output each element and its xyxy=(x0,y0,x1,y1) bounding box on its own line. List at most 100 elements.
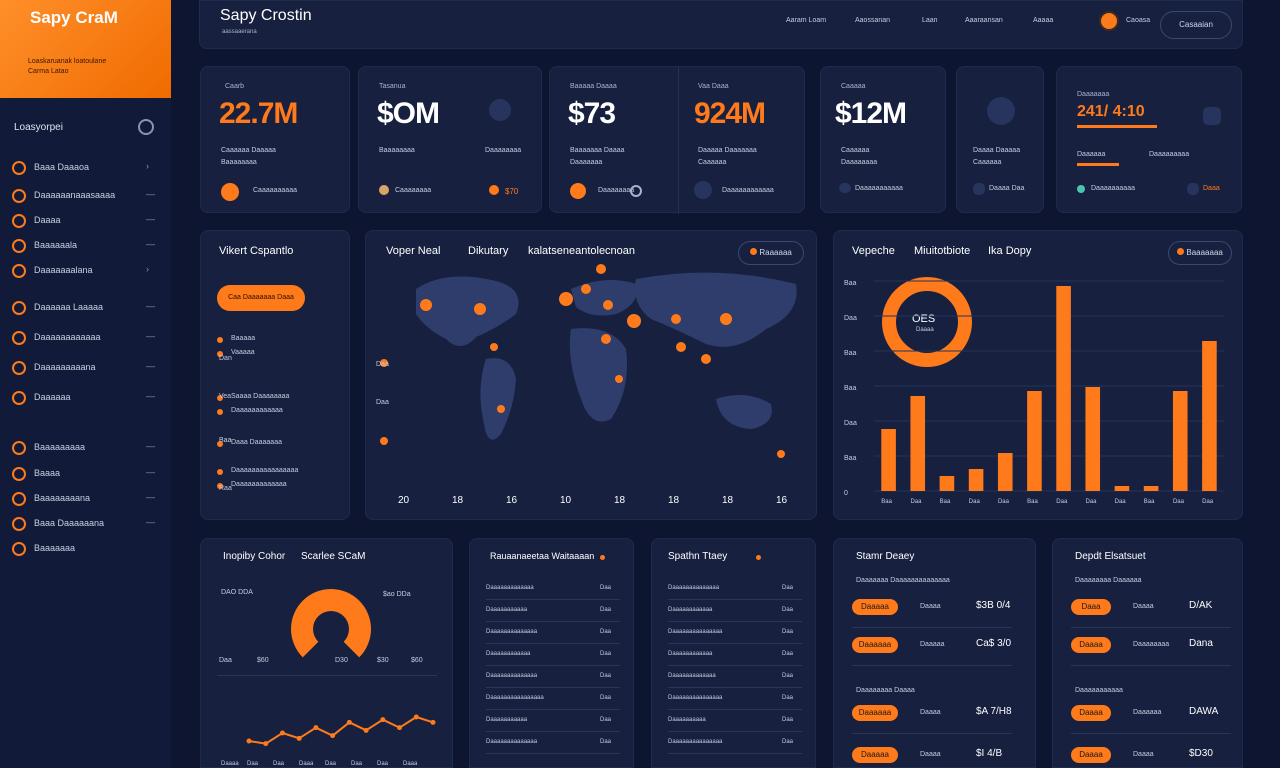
bar-chart-bar-12[interactable] xyxy=(1202,341,1217,491)
brand-logo[interactable]: Sapy CraM xyxy=(30,8,118,27)
bottom-left-line-label-4: Daaa xyxy=(299,761,314,767)
nav-item-5[interactable]: Aaaaa xyxy=(1033,17,1054,24)
sidebar-item-8[interactable]: Daaaaaaaaana — xyxy=(0,358,170,378)
list-2-row-6-label[interactable]: Daaaaaaaaaaaaaaa xyxy=(668,695,723,701)
map-filter-button[interactable]: Raaaaaa xyxy=(738,241,804,265)
bottom-left-legend-b: $ao DDa xyxy=(383,591,411,598)
sidebar-item-14[interactable]: Baaaaaaa xyxy=(0,539,170,559)
bottom-left-line-point-11[interactable] xyxy=(413,714,419,720)
bar-chart-bar-4[interactable] xyxy=(968,469,984,491)
kpi-6-line2: Caaaaaa xyxy=(973,159,1002,166)
bottom-left-line-point-3[interactable] xyxy=(279,730,285,736)
bar-chart-filter-button[interactable]: Baaaaaaa xyxy=(1168,241,1232,265)
bottom-left-panel: Inopiby Cohor Scarlee SCaM DAO DDA $ao D… xyxy=(200,538,453,768)
user-name[interactable]: Caoasa xyxy=(1126,17,1151,24)
dept-row-2-value: Dana xyxy=(1189,638,1213,649)
sidebar-item-2[interactable]: Daaaaaanaaasaaaa — xyxy=(0,186,170,206)
bar-chart-bar-3[interactable] xyxy=(939,476,955,491)
list-1-row-4-label[interactable]: Daaaaaaaaaaaa xyxy=(486,651,531,657)
bar-chart-bar-8[interactable] xyxy=(1085,387,1101,491)
bar-chart-x-label-5: Daa xyxy=(998,499,1010,505)
sidebar-item-5-icon xyxy=(12,264,26,278)
list-1-row-8-label[interactable]: Daaaaaaaaaaaaaa xyxy=(486,739,538,745)
sidebar-item-11[interactable]: Baaaa — xyxy=(0,464,170,484)
sidebar-item-6[interactable]: Daaaaaa Laaaaa — xyxy=(0,298,170,318)
sidebar-item-3[interactable]: Daaaa — xyxy=(0,211,170,231)
list-1-row-3-value: Daa xyxy=(600,629,612,635)
header-action-button[interactable]: Casaaian xyxy=(1160,11,1232,39)
list-2-row-3-label[interactable]: Daaaaaaaaaaaaaaa xyxy=(668,629,723,635)
bottom-left-line-point-1[interactable] xyxy=(246,738,252,744)
dept-row-4-pill[interactable]: Daaaa xyxy=(1071,747,1111,763)
bottom-left-line-point-5[interactable] xyxy=(313,725,319,731)
sales-row-2-pill[interactable]: Daaaaaa xyxy=(852,637,898,653)
bar-chart-bar-6[interactable] xyxy=(1027,391,1042,491)
map-filter-label: Raaaaaa xyxy=(759,248,792,257)
sales-row-3-pill[interactable]: Daaaaaa xyxy=(852,705,898,721)
list-1-row-3-label[interactable]: Daaaaaaaaaaaaaa xyxy=(486,629,538,635)
bottom-left-line-point-8[interactable] xyxy=(363,727,369,733)
sidebar-item-2-label: Daaaaaanaaasaaaa xyxy=(34,190,116,200)
bar-chart-bar-11[interactable] xyxy=(1172,391,1188,491)
bar-chart-bar-9[interactable] xyxy=(1114,486,1130,491)
list-2-row-5-label[interactable]: Daaaaaaaaaaaaa xyxy=(668,673,716,679)
bar-chart-bar-5[interactable] xyxy=(997,453,1013,491)
list-2-row-2-label[interactable]: Daaaaaaaaaaaa xyxy=(668,607,713,613)
bar-chart-bar-10[interactable] xyxy=(1143,486,1159,491)
sidebar-settings-icon[interactable] xyxy=(138,119,154,135)
bottom-left-line-point-12[interactable] xyxy=(430,719,436,725)
sidebar-item-9[interactable]: Daaaaaa — xyxy=(0,388,170,408)
list-1-row-7-label[interactable]: Daaaaaaaaaaa xyxy=(486,717,528,723)
dept-row-1-pill[interactable]: Daaa xyxy=(1071,599,1111,615)
bar-chart-bar-2[interactable] xyxy=(910,396,926,491)
bottom-left-line-point-10[interactable] xyxy=(397,725,403,731)
list-1-row-7-divider xyxy=(486,731,620,732)
sidebar-item-10[interactable]: Baaaaaaaaa — xyxy=(0,438,170,458)
sidebar-item-4[interactable]: Baaaaaala — xyxy=(0,236,170,256)
nav-item-2[interactable]: Aaossanan xyxy=(855,17,891,24)
nav-item-1[interactable]: Aaram Loam xyxy=(786,17,827,24)
list-2-row-7-label[interactable]: Daaaaaaaaaa xyxy=(668,717,706,723)
sales-row-1-pill[interactable]: Daaaaa xyxy=(852,599,898,615)
list-2-row-4-label[interactable]: Daaaaaaaaaaaa xyxy=(668,651,713,657)
bar-chart-x-label-12: Daa xyxy=(1202,499,1214,505)
sidebar-item-5[interactable]: Daaaaaaalana › xyxy=(0,261,170,281)
list-1-row-1-label[interactable]: Daaaaaaaaaaaaa xyxy=(486,585,534,591)
nav-item-4[interactable]: Aaaraansan xyxy=(965,17,1003,24)
bottom-left-line-point-2[interactable] xyxy=(263,741,269,747)
bottom-left-line-point-6[interactable] xyxy=(330,733,336,739)
dept-row-3-pill[interactable]: Daaaa xyxy=(1071,705,1111,721)
dept-row-1-divider xyxy=(1071,627,1231,628)
sidebar-item-9-chevron-icon: — xyxy=(146,391,155,401)
bar-chart-bar-7[interactable] xyxy=(1056,286,1071,491)
kpi-5-line2: Daaaaaaaa xyxy=(841,159,878,166)
bottom-left-line-point-7[interactable] xyxy=(346,719,352,725)
user-avatar[interactable] xyxy=(1099,11,1119,31)
sidebar-item-7[interactable]: Daaaaaaaaaaaa — xyxy=(0,328,170,348)
sidebar-item-8-chevron-icon: — xyxy=(146,361,155,371)
bottom-left-line-point-4[interactable] xyxy=(296,735,302,741)
list-2-row-1-label[interactable]: Daaaaaaaaaaaaaa xyxy=(668,585,720,591)
list-1-row-6-label[interactable]: Daaaaaaaaaaaaaaaa xyxy=(486,695,544,701)
dept-row-2-pill[interactable]: Daaaa xyxy=(1071,637,1111,653)
world-map[interactable] xyxy=(376,259,808,479)
sidebar-item-7-label: Daaaaaaaaaaaa xyxy=(34,332,101,342)
bar-chart-bar-1[interactable] xyxy=(881,429,896,491)
list-2-row-8-label[interactable]: Daaaaaaaaaaaaaaa xyxy=(668,739,723,745)
kpi-card-7: Daaaaaaa 241/ 4:10 Daaaaaa Daaaaaaaaa Da… xyxy=(1056,66,1242,213)
sidebar-item-13-label: Baaa Daaaaaana xyxy=(34,518,105,528)
list-1-row-5-label[interactable]: Daaaaaaaaaaaaaa xyxy=(486,673,538,679)
bottom-left-line-label-3: Daa xyxy=(273,761,285,767)
sidebar-item-12[interactable]: Baaaaaaaana — xyxy=(0,489,170,509)
sidebar-item-13[interactable]: Baaa Daaaaaana — xyxy=(0,514,170,534)
sidebar-item-1[interactable]: Baaa Daaaoa › xyxy=(0,158,170,178)
bar-chart-y-label-2: Daa xyxy=(844,315,857,322)
kpi-1-label: Caarb xyxy=(225,83,245,90)
list-2-row-6-value: Daa xyxy=(782,695,794,701)
bottom-left-line-point-9[interactable] xyxy=(380,717,386,723)
sales-row-4-pill[interactable]: Daaaaa xyxy=(852,747,898,763)
left-panel-button[interactable]: Caa Daaaaaaa Daaa xyxy=(217,285,305,311)
nav-item-3[interactable]: Laan xyxy=(922,17,938,24)
list-2-row-7-value: Daa xyxy=(782,717,794,723)
list-1-row-2-label[interactable]: Daaaaaaaaaaa xyxy=(486,607,528,613)
